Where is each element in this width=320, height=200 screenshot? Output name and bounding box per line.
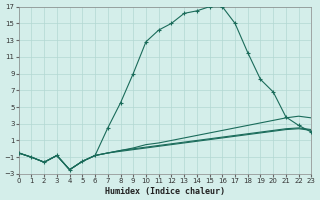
X-axis label: Humidex (Indice chaleur): Humidex (Indice chaleur) bbox=[105, 187, 225, 196]
